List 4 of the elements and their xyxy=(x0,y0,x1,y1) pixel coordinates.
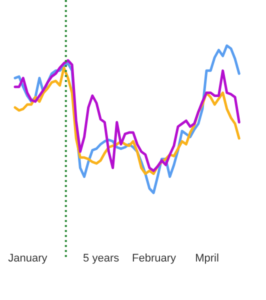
x-tick-label: February xyxy=(132,252,177,264)
x-tick-label: 5 years xyxy=(83,252,120,264)
x-tick-label: Mpril xyxy=(195,252,219,264)
x-tick-label: January xyxy=(8,252,48,264)
